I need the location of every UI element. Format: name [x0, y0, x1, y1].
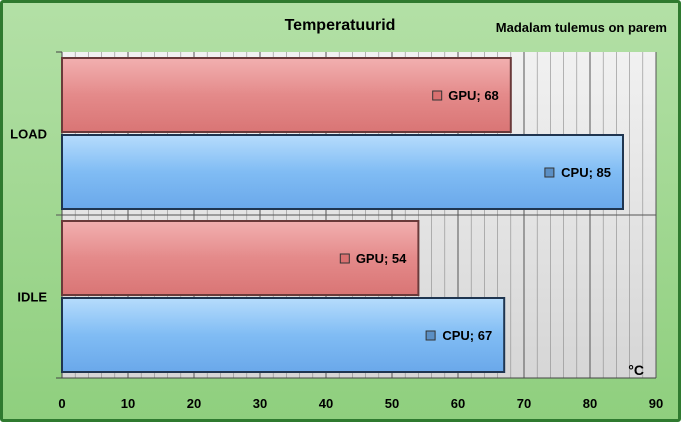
category-label: IDLE [17, 290, 47, 305]
x-tick-label: 20 [187, 396, 201, 411]
legend-marker [339, 253, 350, 264]
data-label: CPU; 85 [561, 165, 611, 180]
bar-gpu-idle [61, 220, 420, 296]
category-label: LOAD [10, 127, 47, 142]
bars [61, 57, 624, 373]
x-tick-label: 60 [451, 396, 465, 411]
x-tick-label: 50 [385, 396, 399, 411]
unit-label: °C [628, 362, 644, 378]
chart-title: Temperatuurid [285, 17, 396, 34]
category-labels: LOAD IDLE [10, 127, 47, 305]
x-axis-ticks: 0 10 20 30 40 50 60 70 80 90 [58, 396, 663, 411]
data-labels: GPU; 68 CPU; 85 GPU; 54 CPU; 67 [339, 88, 611, 343]
bar-gpu-load [61, 57, 512, 133]
x-tick-label: 0 [58, 396, 65, 411]
x-tick-label: 10 [121, 396, 135, 411]
x-tick-label: 30 [253, 396, 267, 411]
chart-subtitle: Madalam tulemus on parem [496, 20, 667, 35]
legend-marker [544, 167, 555, 178]
data-label: GPU; 68 [448, 88, 499, 103]
x-tick-label: 80 [583, 396, 597, 411]
bar-cpu-idle [61, 297, 506, 373]
data-label: GPU; 54 [356, 251, 407, 266]
x-tick-label: 90 [649, 396, 663, 411]
bar-cpu-load [61, 134, 624, 210]
legend-marker [432, 90, 443, 101]
x-tick-label: 70 [517, 396, 531, 411]
legend-marker [425, 330, 436, 341]
x-tick-label: 40 [319, 396, 333, 411]
data-label: CPU; 67 [442, 328, 492, 343]
